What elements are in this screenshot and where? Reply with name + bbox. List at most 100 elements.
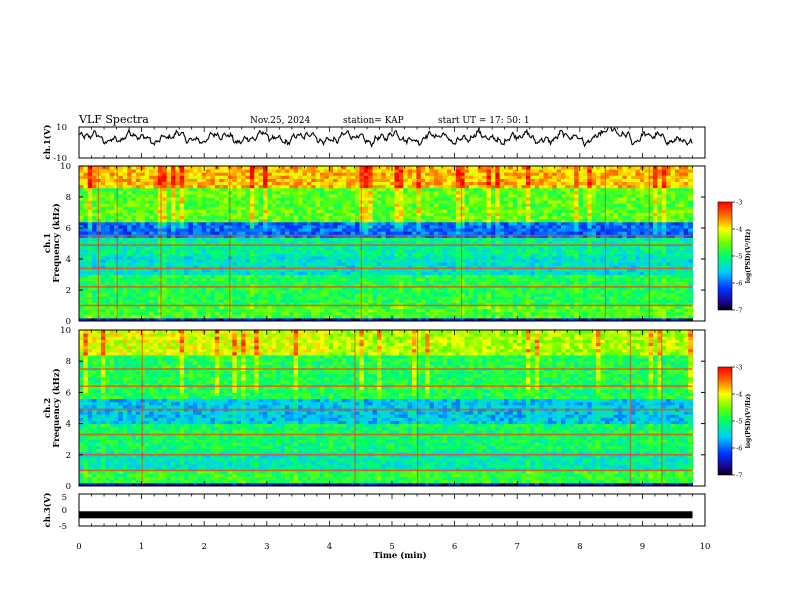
spectrogram-cell <box>289 231 295 235</box>
spectrogram-cell <box>341 314 347 319</box>
spectrogram-cell <box>276 175 282 179</box>
spectrogram-cell <box>149 166 154 170</box>
spectrogram-cell <box>271 314 277 319</box>
spectrogram-cell <box>306 181 312 186</box>
spectrogram-cell <box>179 181 185 186</box>
spectrogram-cell <box>302 169 308 173</box>
spectrogram-cell <box>420 209 426 213</box>
spectrogram-cell <box>438 293 444 297</box>
spectrogram-cell <box>490 178 496 182</box>
spectrogram-cell <box>499 262 505 266</box>
spectrogram-cell <box>333 293 339 297</box>
spectrogram-cell <box>464 268 470 272</box>
spectrogram-cell <box>490 203 496 207</box>
spectrogram-cell <box>284 283 290 288</box>
spectrogram-cell <box>328 296 334 300</box>
spectrogram-cell <box>495 187 501 192</box>
spectrogram-cell <box>398 237 404 241</box>
spectrogram-cell <box>276 193 282 198</box>
spectrogram-cell <box>407 166 413 170</box>
spectrogram-cell <box>219 218 225 223</box>
spectrogram-cell <box>179 166 185 170</box>
spectrogram-cell <box>153 246 159 251</box>
spectrogram-cell <box>442 255 448 260</box>
spectrogram-cell <box>245 286 251 291</box>
spectrogram-cell <box>280 209 286 213</box>
spectrogram-cell <box>83 308 89 313</box>
spectrogram-cell <box>341 305 347 310</box>
spectrogram-cell <box>118 224 124 229</box>
spectrogram-cell <box>333 311 339 316</box>
spectrogram-cell <box>438 166 444 170</box>
spectrogram-cell <box>118 209 124 213</box>
spectrogram-cell <box>179 184 185 189</box>
spectrogram-cell <box>254 255 260 260</box>
spectrogram-cell <box>83 193 89 198</box>
spectrogram-cell <box>381 283 387 288</box>
spectrogram-cell <box>192 280 198 285</box>
ch1-waveform-trace <box>78 126 693 149</box>
spectrogram-cell <box>162 265 168 269</box>
spectrogram-cell <box>420 271 426 275</box>
spectrogram-cell <box>311 228 317 232</box>
spectrogram-cell <box>171 249 176 254</box>
spectrogram-cell <box>267 175 273 179</box>
spectrogram-cell <box>179 175 185 179</box>
spectrogram-cell <box>337 200 343 204</box>
spectrogram-cell <box>420 169 426 173</box>
spectrogram-cell <box>122 265 128 269</box>
spectrogram-cell <box>280 280 286 285</box>
spectrogram-cell <box>486 172 492 176</box>
spectrogram-cell <box>495 317 501 322</box>
spectrogram-cell <box>227 280 233 285</box>
spectrogram-cell <box>263 224 268 229</box>
spectrogram-cell <box>302 190 308 195</box>
spectrogram-cell <box>455 259 461 263</box>
spectrogram-cell <box>271 224 277 229</box>
spectrogram-cell <box>355 277 360 282</box>
spectrogram-cell <box>328 203 334 207</box>
spectrogram-cell <box>166 280 172 285</box>
spectrogram-cell <box>140 237 146 241</box>
spectrogram-cell <box>83 249 89 254</box>
spectrogram-cell <box>105 200 111 204</box>
spectrogram-cell <box>477 200 483 204</box>
spectrogram-cell <box>175 274 181 279</box>
spectrogram-cell <box>337 262 343 266</box>
spectrogram-cell <box>227 271 233 275</box>
spectrogram-cell <box>140 255 146 260</box>
spectrogram-cell <box>455 172 461 176</box>
spectrogram-cell <box>210 286 216 291</box>
spectrogram-cell <box>149 265 154 269</box>
spectrogram-cell <box>157 286 163 291</box>
spectrogram-cell <box>201 218 207 223</box>
spectrogram-cell <box>298 231 303 235</box>
spectrogram-cell <box>206 166 211 170</box>
spectrogram-cell <box>179 218 185 223</box>
spectrogram-cell <box>179 231 185 235</box>
spectrogram-cell <box>381 296 387 300</box>
spectrogram-cell <box>504 283 509 288</box>
spectrogram-cell <box>368 184 374 189</box>
spectrogram-cell <box>135 224 141 229</box>
spectrogram-cell <box>306 206 312 210</box>
spectrogram-cell <box>92 305 98 310</box>
spectrogram-cell <box>460 262 466 266</box>
spectrogram-cell <box>210 215 216 220</box>
spectrogram-cell <box>376 277 382 282</box>
spectrogram-cell <box>188 215 194 220</box>
spectrogram-cell <box>135 187 141 192</box>
spectrogram-cell <box>227 308 233 313</box>
spectrogram-cell <box>372 212 378 217</box>
spectrogram-cell <box>131 221 137 226</box>
spectrogram-cell <box>372 228 378 232</box>
spectrogram-cell <box>100 252 106 257</box>
spectrogram-cell <box>293 172 299 176</box>
spectrogram-cell <box>284 200 290 204</box>
spectrogram-cell <box>236 215 242 220</box>
spectrogram-cell <box>416 259 422 263</box>
spectrogram-cell <box>398 271 404 275</box>
spectrogram-cell <box>122 197 128 201</box>
spectrogram-cell <box>149 249 154 254</box>
spectrogram-cell <box>381 314 387 319</box>
